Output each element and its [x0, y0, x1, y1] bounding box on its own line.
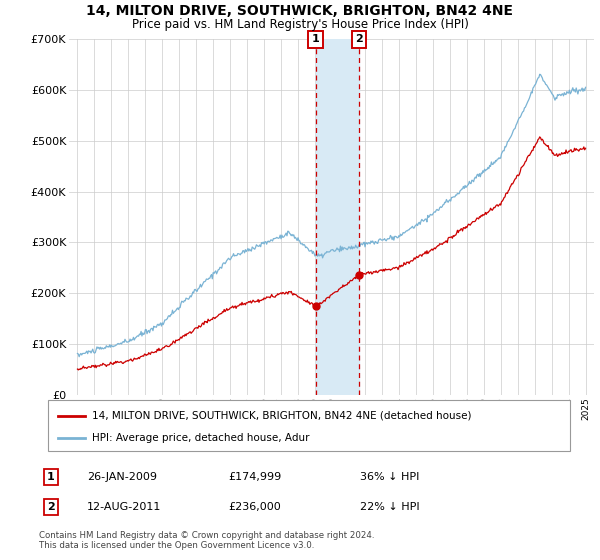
Text: 1: 1: [47, 472, 55, 482]
Text: 14, MILTON DRIVE, SOUTHWICK, BRIGHTON, BN42 4NE: 14, MILTON DRIVE, SOUTHWICK, BRIGHTON, B…: [86, 4, 514, 18]
Text: 36% ↓ HPI: 36% ↓ HPI: [360, 472, 419, 482]
Text: 1: 1: [312, 34, 320, 44]
Text: £174,999: £174,999: [228, 472, 281, 482]
Text: 14, MILTON DRIVE, SOUTHWICK, BRIGHTON, BN42 4NE (detached house): 14, MILTON DRIVE, SOUTHWICK, BRIGHTON, B…: [92, 410, 472, 421]
Text: HPI: Average price, detached house, Adur: HPI: Average price, detached house, Adur: [92, 433, 310, 443]
Text: Contains HM Land Registry data © Crown copyright and database right 2024.
This d: Contains HM Land Registry data © Crown c…: [39, 531, 374, 550]
Text: 26-JAN-2009: 26-JAN-2009: [87, 472, 157, 482]
FancyBboxPatch shape: [48, 400, 570, 451]
Text: 22% ↓ HPI: 22% ↓ HPI: [360, 502, 419, 512]
Text: £236,000: £236,000: [228, 502, 281, 512]
Bar: [316, 39, 359, 395]
Text: Price paid vs. HM Land Registry's House Price Index (HPI): Price paid vs. HM Land Registry's House …: [131, 18, 469, 31]
Text: 2: 2: [47, 502, 55, 512]
Text: 12-AUG-2011: 12-AUG-2011: [87, 502, 161, 512]
Text: 2: 2: [355, 34, 363, 44]
